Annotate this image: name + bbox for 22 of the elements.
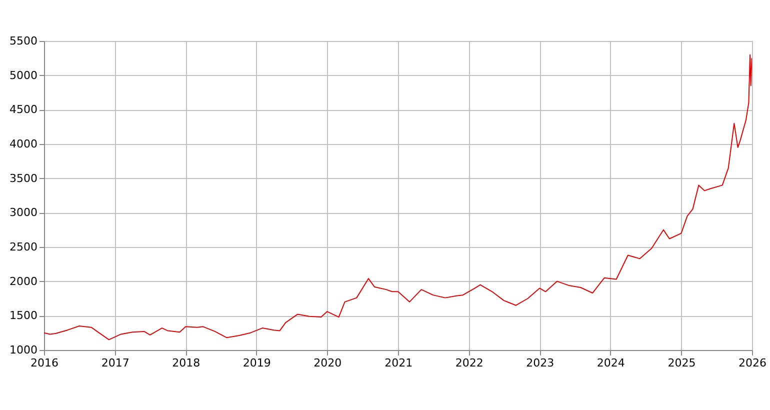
y-tick-label: 3000 xyxy=(10,206,38,220)
x-tick-label: 2025 xyxy=(668,356,696,370)
y-tick-label: 5500 xyxy=(10,34,38,48)
y-tick-label: 1500 xyxy=(10,309,38,322)
x-tick-label: 2017 xyxy=(101,356,130,370)
x-tick-label: 2026 xyxy=(738,356,766,370)
y-tick-label: 5000 xyxy=(10,68,38,82)
y-tick-label: 3500 xyxy=(10,172,38,185)
y-tick-label: 2000 xyxy=(10,274,38,288)
y-tick-label: 4500 xyxy=(10,103,38,116)
x-tick-label: 2018 xyxy=(172,356,200,370)
x-tick-label: 2019 xyxy=(242,356,271,370)
x-tick-label: 2022 xyxy=(455,356,484,370)
line-series xyxy=(44,54,752,340)
x-tick-label: 2016 xyxy=(30,356,58,370)
y-tick-label: 2500 xyxy=(10,240,38,254)
x-tick-label: 2023 xyxy=(526,356,554,370)
x-tick-label: 2020 xyxy=(314,356,342,370)
x-tick-label: 2024 xyxy=(596,356,625,370)
y-tick-label: 4000 xyxy=(10,138,38,150)
x-tick-label: 2021 xyxy=(384,356,413,370)
y-tick-label: 1000 xyxy=(10,344,38,356)
